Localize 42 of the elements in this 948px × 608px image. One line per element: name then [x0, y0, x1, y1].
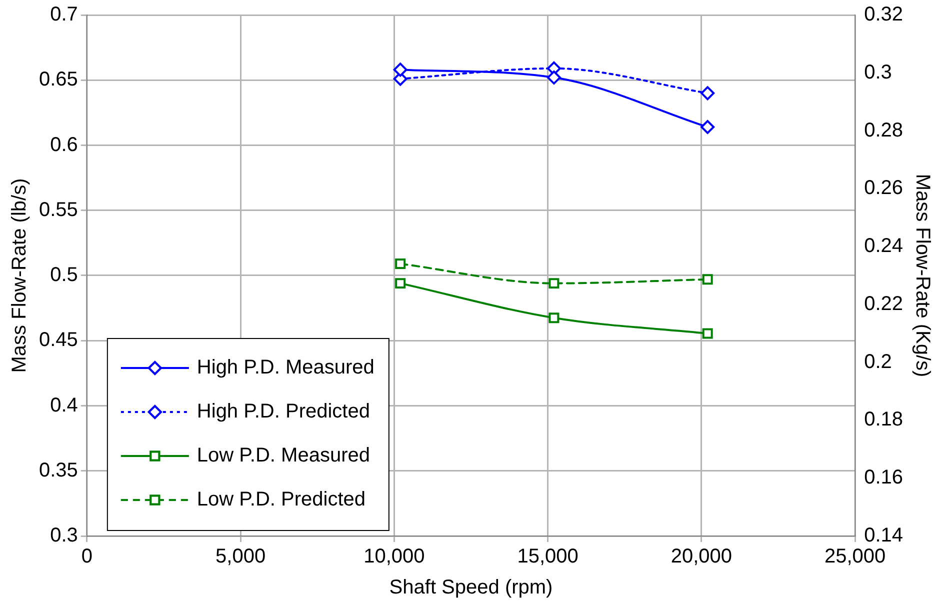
point	[700, 86, 715, 100]
y2-tick-label: 0.22	[864, 292, 904, 315]
point	[702, 328, 713, 339]
y-axis-title: Mass Flow-Rate (lb/s)	[8, 178, 31, 373]
y2-tick-label: 0.3	[864, 61, 892, 84]
point	[548, 278, 560, 289]
y2-axis-title: Mass Flow-Rate (Kg/s)	[911, 174, 934, 378]
y-tick-label: 0.4	[50, 394, 78, 416]
y2-tick-label: 0.18	[864, 408, 904, 431]
x-tick-label: 20,000	[670, 546, 732, 568]
point	[548, 312, 560, 324]
y-tick-label: 0.55	[38, 198, 78, 221]
point	[395, 278, 406, 289]
legend-label: Low P.D. Predicted	[196, 488, 366, 511]
legend-label: Low P.D. Measured	[196, 444, 370, 467]
y-tick-label: 0.6	[50, 134, 78, 156]
y-tick-label: 0.7	[50, 4, 78, 26]
y2-tick-label: 0.28	[864, 119, 904, 142]
point	[393, 62, 408, 77]
y2-tick-label: 0.24	[864, 235, 904, 258]
x-tick-label: 0	[81, 546, 92, 568]
y2-tick-label: 0.16	[864, 466, 904, 489]
legend-label: High P.D. Predicted	[196, 400, 370, 423]
y2-tick-label: 0.2	[864, 350, 892, 373]
x-axis-title: Shaft Speed (rpm)	[389, 576, 553, 599]
y2-tick-label: 0.14	[864, 524, 904, 547]
x-tick-label: 15,000	[517, 546, 578, 568]
legend-label: High P.D. Measured	[196, 356, 374, 379]
y2-tick-label: 0.26	[864, 177, 904, 200]
point	[700, 120, 715, 134]
y-tick-label: 0.35	[38, 459, 78, 482]
x-tick-label: 25,000	[824, 546, 886, 568]
x-tick-label: 10,000	[364, 546, 425, 568]
point	[546, 70, 561, 85]
y-tick-label: 0.5	[50, 264, 78, 286]
point	[702, 274, 713, 285]
y-tick-label: 0.3	[50, 524, 78, 547]
y2-tick-label: 0.32	[864, 4, 904, 26]
x-tick-label: 5,000	[216, 546, 266, 568]
y-tick-label: 0.45	[38, 329, 78, 352]
point	[395, 258, 406, 270]
y-tick-label: 0.65	[38, 68, 78, 91]
